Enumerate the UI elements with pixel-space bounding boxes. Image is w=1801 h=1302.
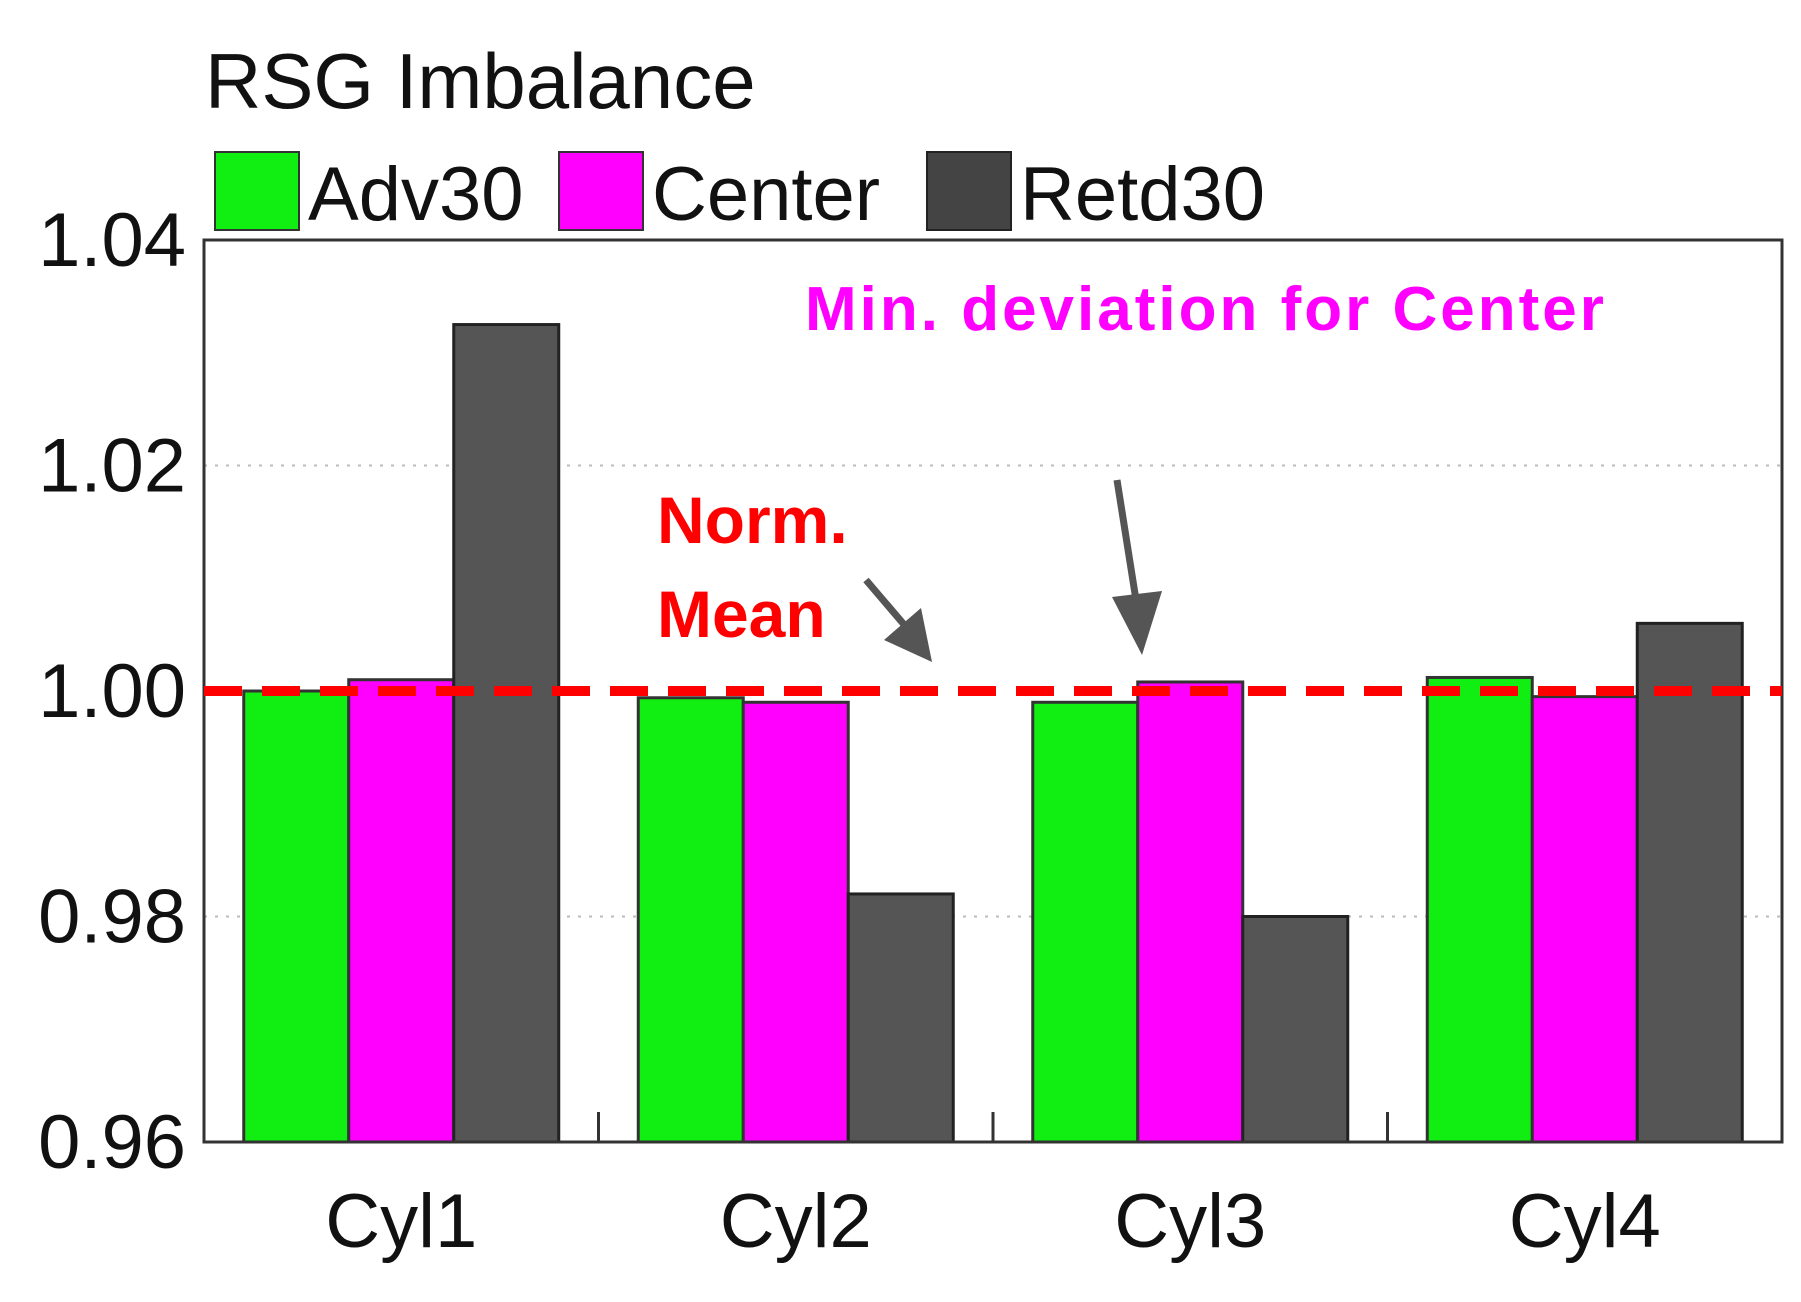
chart-title: RSG Imbalance [205, 37, 756, 125]
y-tick-label: 1.02 [38, 424, 186, 509]
x-axis-labels: Cyl1 Cyl2 Cyl3 Cyl4 [325, 1179, 1661, 1264]
x-tick-label: Cyl1 [325, 1179, 477, 1264]
bar-adv30-cyl4 [1425, 675, 1534, 1144]
bar-center-cyl2 [741, 700, 850, 1144]
arrow-norm-mean [863, 577, 932, 662]
legend-label-center: Center [652, 152, 880, 237]
arrow-min-deviation [1112, 479, 1162, 655]
annotation-mean: Mean [657, 577, 826, 651]
x-tick-label: Cyl2 [720, 1179, 872, 1264]
legend-swatch-retd30 [926, 151, 1012, 231]
legend: Adv30 Center Retd30 [214, 151, 1265, 237]
bar-adv30-cyl3 [1031, 700, 1140, 1144]
y-tick-label: 1.04 [38, 198, 186, 283]
legend-label-retd30: Retd30 [1020, 152, 1265, 237]
y-tick-label: 0.98 [38, 875, 186, 960]
y-tick-label: 1.00 [38, 649, 186, 734]
x-tick-label: Cyl4 [1509, 1179, 1661, 1264]
bars [242, 323, 1744, 1144]
category-separators [597, 1112, 1389, 1142]
bar-retd30-cyl1 [452, 323, 561, 1144]
bar-adv30-cyl1 [242, 689, 351, 1144]
annotation-min-deviation: Min. deviation for Center [805, 275, 1607, 344]
annotation-norm: Norm. [657, 483, 848, 557]
legend-swatch-center [558, 151, 644, 231]
y-axis-ticks: 1.04 1.02 1.00 0.98 0.96 [38, 198, 186, 1185]
bar-center-cyl1 [347, 678, 456, 1144]
legend-label-adv30: Adv30 [308, 152, 524, 237]
bar-retd30-cyl2 [846, 892, 955, 1144]
bar-center-cyl3 [1136, 680, 1245, 1144]
bar-retd30-cyl4 [1635, 621, 1744, 1144]
bar-retd30-cyl3 [1241, 915, 1350, 1144]
x-tick-label: Cyl3 [1114, 1179, 1266, 1264]
bar-adv30-cyl2 [636, 696, 745, 1144]
y-tick-label: 0.96 [38, 1100, 186, 1185]
bar-center-cyl4 [1530, 695, 1639, 1144]
legend-swatch-adv30 [214, 151, 300, 231]
